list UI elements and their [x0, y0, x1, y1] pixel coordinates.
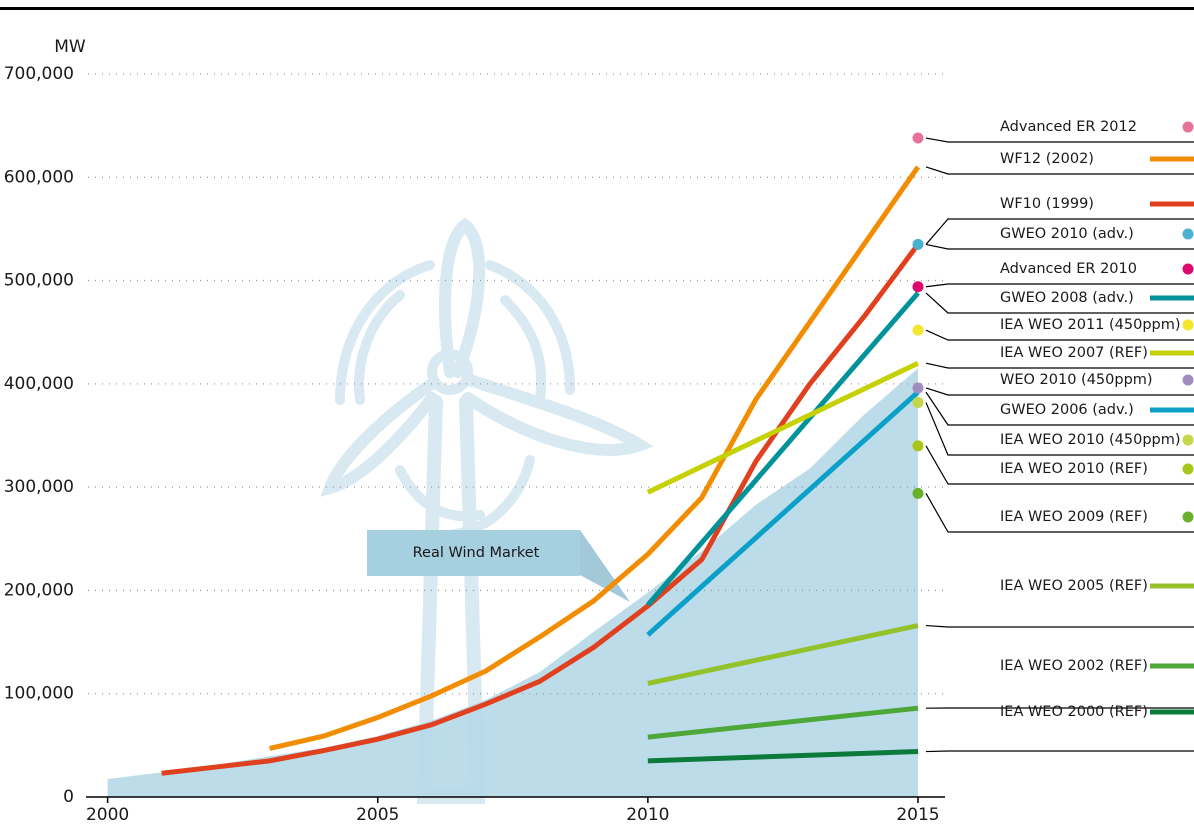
leader-line: [925, 493, 1194, 533]
leader-line: [925, 362, 1194, 369]
series-line: [269, 165, 921, 751]
leader-line: [925, 218, 1194, 245]
legend-label: IEA WEO 2010 (450ppm): [1000, 432, 1181, 448]
legend-label: IEA WEO 2007 (REF): [1000, 345, 1148, 361]
y-tick-label: 700,000: [4, 64, 74, 84]
area: [107, 368, 918, 797]
y-tick-label: 300,000: [4, 477, 74, 497]
leader-line: [925, 292, 1194, 314]
leader-line: [925, 624, 1194, 628]
leader-line: [925, 387, 1194, 396]
y-tick-label: 200,000: [4, 580, 74, 600]
annotation: Real Wind Market: [367, 530, 630, 602]
legend-swatch: [1182, 434, 1194, 446]
leader-line: [925, 402, 1194, 456]
x-tick-label: 2005: [356, 805, 399, 825]
x-tick-label: 2015: [896, 805, 939, 825]
annotation-text: Real Wind Market: [413, 545, 540, 561]
legend-label: IEA WEO 2011 (450ppm): [1000, 317, 1181, 333]
x-tick-label: 2010: [626, 805, 669, 825]
series-line: [646, 390, 920, 637]
legend-label: Advanced ER 2012: [1000, 119, 1137, 135]
leader-line: [925, 750, 1194, 753]
plot: 0 100,000 200,000 300,000 400,000 500,000 600,…: [4, 64, 1194, 825]
series-line: [646, 360, 920, 495]
legend-swatch: [1182, 319, 1194, 331]
legend-swatch: [1182, 121, 1194, 133]
legend-label: IEA WEO 2005 (REF): [1000, 578, 1148, 594]
series-line: [647, 623, 919, 686]
legend-label: GWEO 2006 (adv.): [1000, 402, 1134, 418]
legend-swatch: [1182, 463, 1194, 475]
leader-line: [925, 445, 1194, 485]
legend-label: GWEO 2008 (adv.): [1000, 290, 1134, 306]
legend-label: IEA WEO 2000 (REF): [1000, 704, 1148, 720]
series-line: [647, 749, 919, 764]
series-point: [912, 324, 924, 336]
y-tick-label: 600,000: [4, 167, 74, 187]
legend-swatch: [1182, 511, 1194, 523]
series-point: [912, 396, 924, 408]
legend-label: IEA WEO 2002 (REF): [1000, 658, 1148, 674]
y-tick-label: 100,000: [4, 684, 74, 704]
legend-label: WF10 (1999): [1000, 196, 1094, 212]
y-axis-label: MW: [54, 37, 86, 57]
leader-line: [925, 243, 1194, 250]
series-point: [912, 487, 924, 499]
legend-label: WF12 (2002): [1000, 151, 1094, 167]
legend-swatch: [1182, 263, 1194, 275]
callout-box: [367, 530, 580, 576]
legend-label: Advanced ER 2010: [1000, 261, 1137, 277]
series-line: [645, 291, 920, 607]
legend-swatch: [1182, 374, 1194, 386]
top-rule: [0, 7, 1194, 10]
series-point: [912, 382, 924, 394]
leader-line: [925, 166, 1194, 175]
legend-swatch: [1182, 228, 1194, 240]
series-line: [647, 705, 919, 740]
series-point: [912, 238, 924, 250]
callout-pointer: [580, 530, 630, 602]
series-point: [912, 440, 924, 452]
legend-label: IEA WEO 2010 (REF): [1000, 461, 1148, 477]
leader-line: [925, 283, 1194, 288]
legend-label: WEO 2010 (450ppm): [1000, 372, 1153, 388]
leader-line: [925, 391, 1194, 426]
series-point: [912, 281, 924, 293]
y-tick-label: 400,000: [4, 374, 74, 394]
legend-label: GWEO 2010 (adv.): [1000, 226, 1134, 242]
leader-line: [925, 329, 1194, 341]
y-tick-label: 0: [63, 787, 74, 807]
x-tick-label: 2000: [86, 805, 129, 825]
leader-line: [925, 137, 1194, 143]
series-point: [912, 132, 924, 144]
y-tick-label: 500,000: [4, 271, 74, 291]
series-line: [161, 242, 920, 776]
legend-label: IEA WEO 2009 (REF): [1000, 509, 1148, 525]
